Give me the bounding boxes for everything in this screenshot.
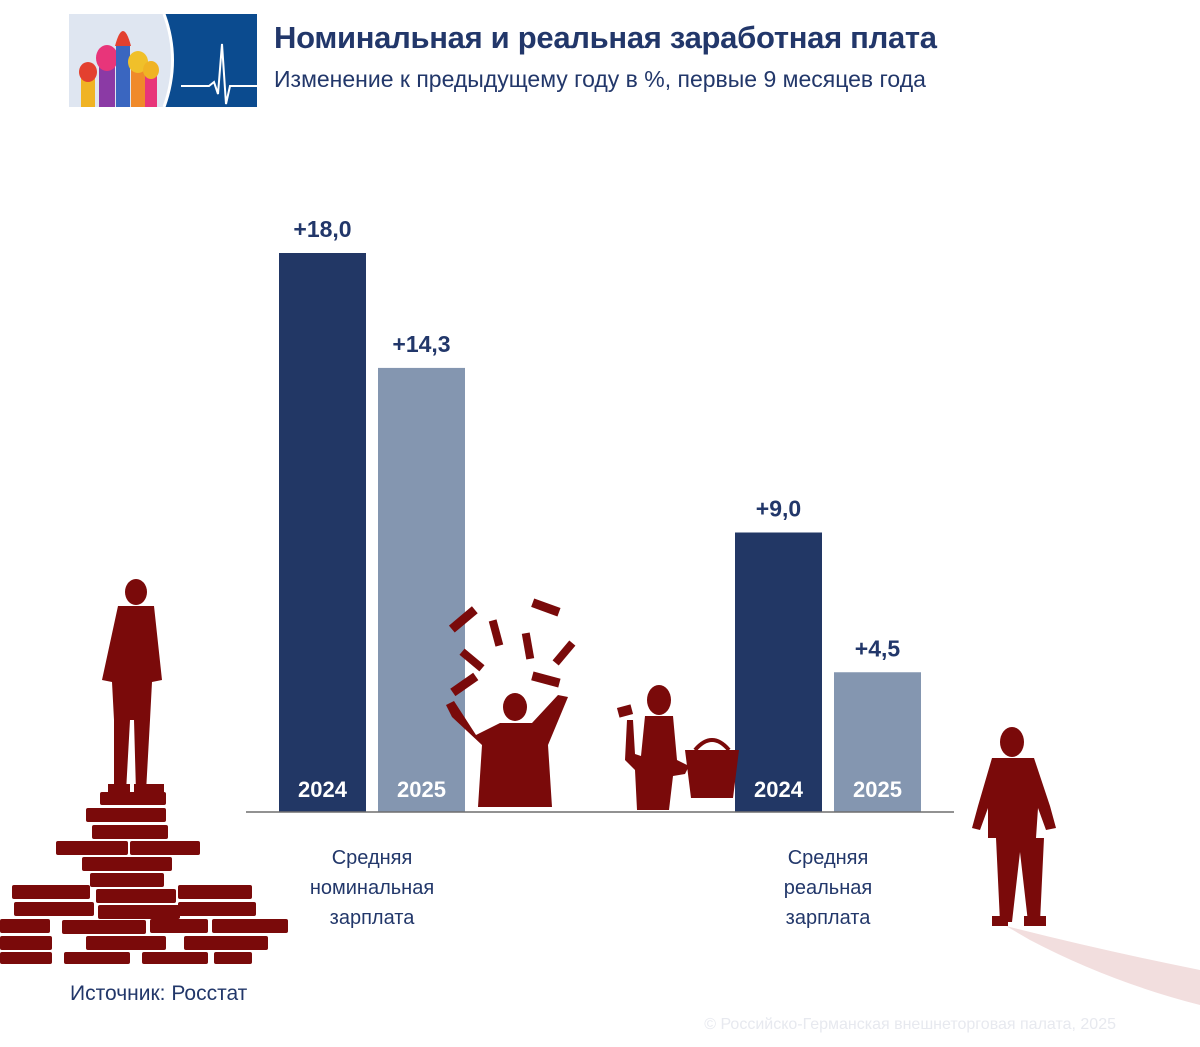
chart-title: Номинальная и реальная заработная плата — [274, 20, 937, 55]
woman-with-basket-illustration — [616, 685, 739, 810]
category-label-nominal: Средняя номинальная зарплата — [272, 843, 472, 933]
bar-year-label: 2025 — [397, 777, 446, 802]
bar-2024 — [279, 253, 366, 812]
data-label: +14,3 — [392, 331, 450, 357]
copyright-note: © Российско-Германская внешнеторговая па… — [704, 1016, 1116, 1033]
logo — [69, 14, 257, 107]
bar-2025 — [834, 672, 921, 812]
category-label-line: Средняя — [787, 847, 869, 869]
logo-image — [69, 14, 257, 107]
bar-year-label: 2025 — [853, 777, 902, 802]
source-note: Источник: Росстат — [70, 982, 248, 1005]
chart-subtitle: Изменение к предыдущему году в %, первые… — [274, 66, 926, 92]
bar-year-label: 2024 — [754, 777, 804, 802]
data-label: +9,0 — [756, 496, 801, 522]
category-label-line: реальная — [783, 877, 873, 899]
category-label-line: номинальная — [309, 877, 435, 899]
category-label-line: зарплата — [329, 907, 415, 929]
coins-stack-illustration — [0, 579, 288, 964]
data-label: +18,0 — [293, 216, 351, 242]
category-label-real: Средняя реальная зарплата — [728, 843, 928, 933]
empty-pockets-man-illustration — [972, 727, 1200, 1005]
bar-2024 — [735, 532, 822, 812]
data-label: +4,5 — [855, 635, 901, 661]
bar-year-label: 2024 — [298, 777, 348, 802]
bar-2025 — [378, 367, 465, 812]
category-label-line: зарплата — [785, 907, 871, 929]
money-throwing-man-illustration — [446, 598, 576, 807]
category-label-line: Средняя — [331, 847, 413, 869]
